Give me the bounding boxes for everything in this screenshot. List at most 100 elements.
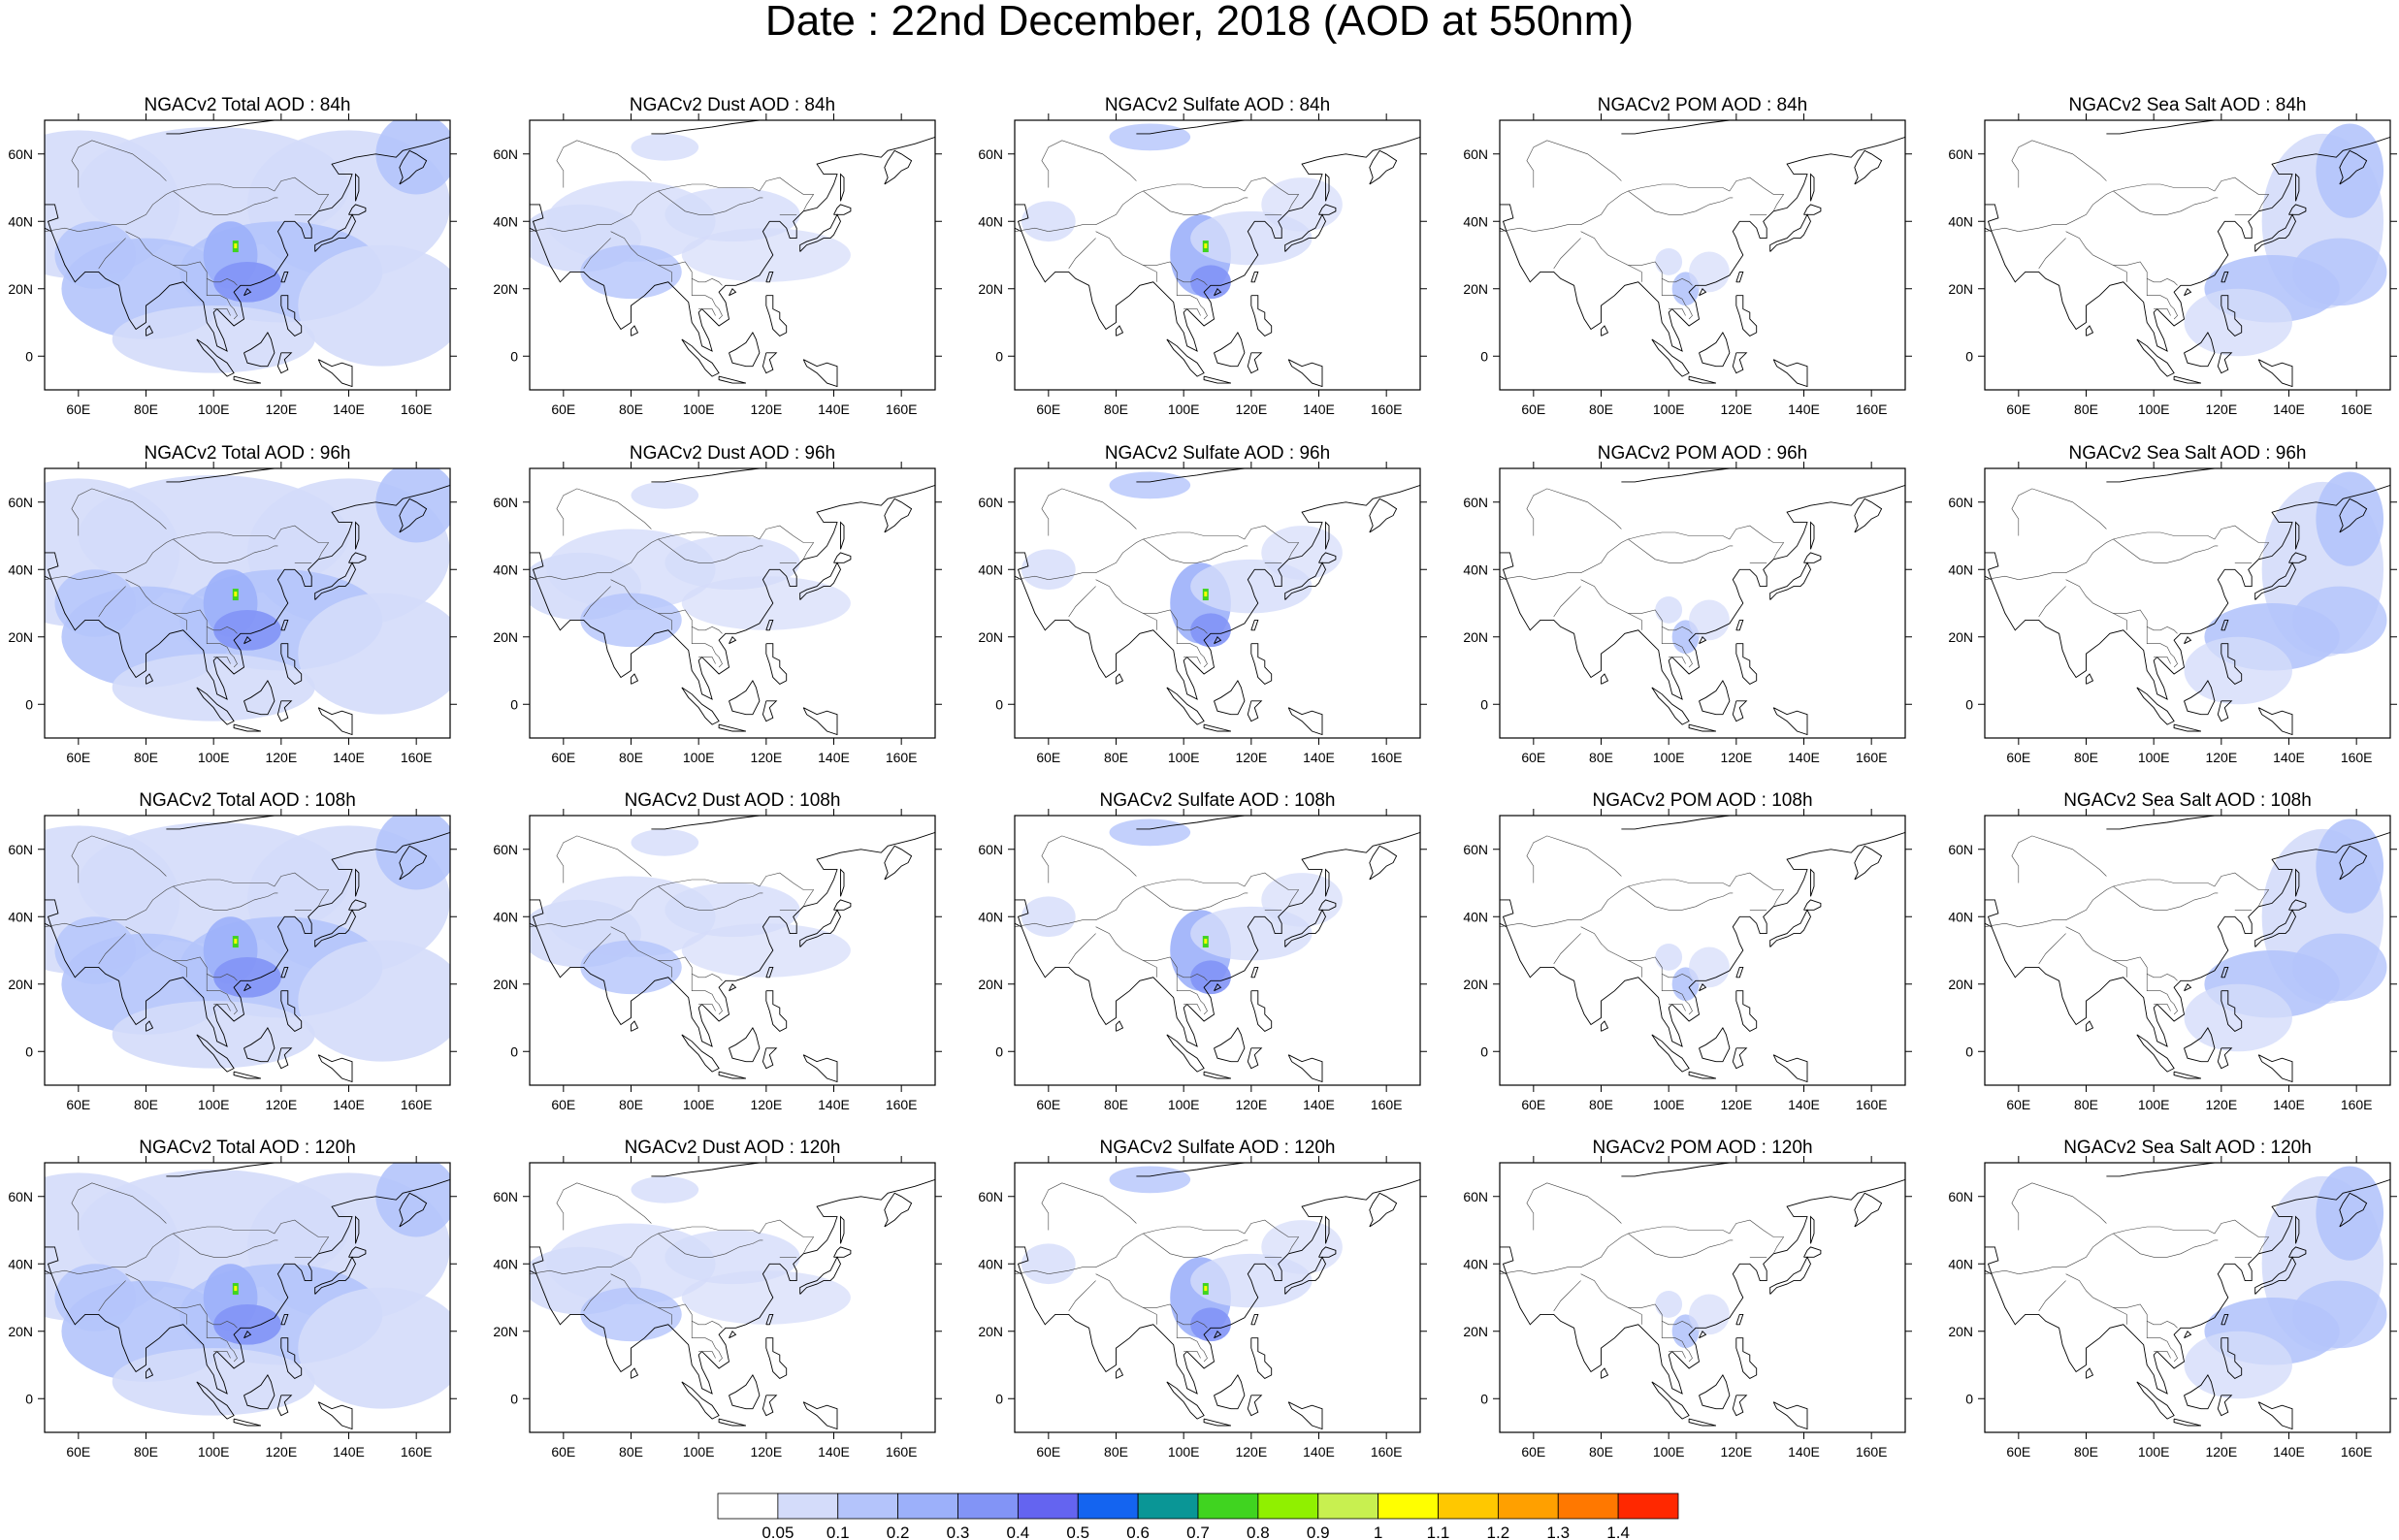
aerosol-field xyxy=(298,940,450,1062)
aerosol-field xyxy=(213,261,281,303)
lon-tick-label: 140E xyxy=(333,401,365,417)
coastline xyxy=(280,990,303,1032)
page-title: Date : 22nd December, 2018 (AOD at 550nm… xyxy=(764,0,1635,45)
coastline xyxy=(2288,552,2307,563)
coastline xyxy=(233,1071,262,1079)
country-border xyxy=(1068,586,1096,618)
country-border xyxy=(1628,538,1734,563)
map-frame xyxy=(1014,1162,1421,1433)
coastline xyxy=(233,723,262,732)
map-panel: NGACv2 Sea Salt AOD : 84h 60E 80E 100E 120E 1… xyxy=(1948,95,2397,417)
country-border xyxy=(563,176,815,232)
aerosol-field xyxy=(665,535,800,591)
coastline xyxy=(840,1215,845,1244)
lat-tick-label: 0 xyxy=(25,1043,33,1059)
country-border xyxy=(1041,140,1137,188)
lon-tick-label: 80E xyxy=(134,750,158,765)
country-border xyxy=(2113,265,2127,282)
country-border xyxy=(556,488,652,536)
aerosol-field xyxy=(1655,944,1683,971)
coastline xyxy=(1621,1163,1804,1177)
lat-tick-label: 0 xyxy=(1480,1043,1488,1059)
country-border xyxy=(1015,227,1049,232)
coastline xyxy=(280,271,289,283)
coastline xyxy=(884,845,913,881)
panel-title: NGACv2 Sea Salt AOD : 108h xyxy=(2063,790,2312,811)
lon-tick-label: 80E xyxy=(619,750,643,765)
lat-tick-label: 60N xyxy=(493,146,518,162)
coastline xyxy=(2257,1054,2293,1083)
coastline xyxy=(765,295,788,337)
country-border xyxy=(658,1233,763,1258)
lon-tick-label: 120E xyxy=(1720,750,1752,765)
coastline xyxy=(355,868,360,897)
aerosol-field xyxy=(54,221,137,289)
coastline xyxy=(348,204,367,215)
coastline xyxy=(146,325,154,337)
coastline xyxy=(1369,845,1398,881)
coastline xyxy=(729,1027,761,1063)
coastline xyxy=(2217,352,2233,374)
coastline xyxy=(1735,1313,1744,1326)
country-border xyxy=(2113,885,2219,911)
aerosol-field xyxy=(1109,818,1191,847)
coastline xyxy=(2184,1027,2216,1063)
aerosol-field xyxy=(681,228,851,282)
country-border xyxy=(1143,885,1248,911)
lon-tick-label: 80E xyxy=(1589,401,1613,417)
lon-tick-label: 60E xyxy=(551,401,575,417)
coastline xyxy=(530,484,935,700)
country-border xyxy=(1176,974,1208,1015)
lat-tick-label: 40N xyxy=(1463,213,1488,229)
lon-tick-label: 100E xyxy=(683,1097,715,1112)
coastline xyxy=(1203,1418,1232,1427)
country-border xyxy=(1500,1269,1534,1274)
coastline xyxy=(166,816,349,830)
country-border xyxy=(1669,1351,1686,1359)
lat-tick-label: 60N xyxy=(1948,1189,1973,1204)
coastline xyxy=(1735,295,1758,337)
coastline xyxy=(2339,149,2368,185)
coastline xyxy=(1136,120,1319,135)
lon-tick-label: 160E xyxy=(401,750,433,765)
aerosol-field xyxy=(546,876,716,957)
country-border xyxy=(1580,579,1693,634)
coastline xyxy=(276,1047,293,1070)
coastline xyxy=(1247,1047,1263,1070)
lon-tick-label: 80E xyxy=(1589,1444,1613,1460)
coastline xyxy=(280,643,303,685)
aerosol-field xyxy=(2291,933,2387,1002)
aerosol-field xyxy=(1261,177,1343,232)
coastline xyxy=(530,552,544,580)
country-border xyxy=(1985,922,2019,927)
lon-tick-label: 60E xyxy=(2006,401,2030,417)
aerosol-field xyxy=(213,609,281,651)
lat-tick-label: 20N xyxy=(1463,281,1488,297)
lon-tick-label: 80E xyxy=(1589,1097,1613,1112)
coastline xyxy=(2086,673,2094,685)
lon-tick-label: 60E xyxy=(66,1444,90,1460)
lon-tick-label: 60E xyxy=(66,1097,90,1112)
panel-title: NGACv2 Sulfate AOD : 108h xyxy=(1100,790,1336,811)
coastline xyxy=(1732,1395,1748,1417)
country-border xyxy=(2113,1307,2127,1325)
coastline xyxy=(1136,1163,1319,1177)
lon-tick-label: 120E xyxy=(1235,750,1267,765)
lon-tick-label: 100E xyxy=(1168,1097,1200,1112)
lon-tick-label: 80E xyxy=(134,1097,158,1112)
coastline xyxy=(45,204,59,232)
coastline xyxy=(1500,831,1905,1047)
coastline xyxy=(1284,213,1327,252)
coastline xyxy=(631,1367,639,1379)
coastline xyxy=(1214,680,1246,716)
country-border xyxy=(1143,613,1157,630)
coastline xyxy=(2217,1047,2233,1070)
aerosol-field xyxy=(1190,613,1231,648)
lon-tick-label: 140E xyxy=(2273,1444,2305,1460)
country-border xyxy=(658,885,763,911)
lon-tick-label: 140E xyxy=(1788,401,1820,417)
coastline xyxy=(762,1395,778,1417)
coastline xyxy=(45,484,450,700)
coastline xyxy=(1015,899,1029,927)
coastline xyxy=(166,120,349,135)
